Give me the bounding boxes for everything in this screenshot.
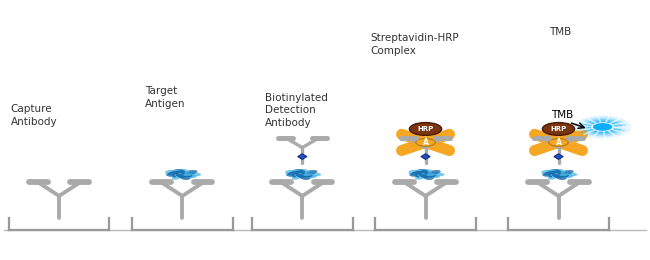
Ellipse shape bbox=[560, 173, 573, 178]
Ellipse shape bbox=[304, 173, 317, 178]
Ellipse shape bbox=[422, 173, 434, 180]
Text: A: A bbox=[556, 138, 562, 147]
Ellipse shape bbox=[408, 170, 426, 176]
Ellipse shape bbox=[415, 169, 428, 175]
Circle shape bbox=[588, 121, 618, 133]
Ellipse shape bbox=[296, 169, 309, 174]
Circle shape bbox=[542, 122, 575, 135]
Text: Capture
Antibody: Capture Antibody bbox=[10, 104, 57, 127]
Ellipse shape bbox=[548, 169, 562, 175]
Circle shape bbox=[583, 119, 622, 135]
Ellipse shape bbox=[558, 172, 577, 177]
Ellipse shape bbox=[165, 170, 183, 176]
Circle shape bbox=[574, 115, 631, 138]
Ellipse shape bbox=[286, 173, 300, 177]
Ellipse shape bbox=[182, 172, 202, 177]
Circle shape bbox=[591, 122, 614, 132]
Ellipse shape bbox=[425, 172, 445, 177]
Text: TMB: TMB bbox=[551, 110, 573, 120]
Ellipse shape bbox=[183, 173, 197, 178]
Ellipse shape bbox=[302, 172, 321, 177]
Circle shape bbox=[416, 139, 436, 146]
Circle shape bbox=[549, 139, 568, 146]
Ellipse shape bbox=[552, 169, 565, 174]
Text: TMB: TMB bbox=[549, 27, 571, 37]
Text: Biotinylated
Detection
Antibody: Biotinylated Detection Antibody bbox=[265, 93, 328, 128]
Ellipse shape bbox=[172, 169, 185, 175]
Ellipse shape bbox=[172, 173, 184, 180]
Text: A: A bbox=[422, 138, 428, 147]
Ellipse shape bbox=[285, 170, 303, 176]
Ellipse shape bbox=[177, 169, 188, 174]
Ellipse shape bbox=[299, 173, 311, 180]
Circle shape bbox=[578, 117, 627, 136]
Ellipse shape bbox=[555, 173, 567, 180]
Polygon shape bbox=[554, 154, 563, 159]
Text: HRP: HRP bbox=[551, 126, 567, 132]
Ellipse shape bbox=[426, 173, 440, 178]
Text: Target
Antigen: Target Antigen bbox=[145, 86, 185, 109]
Polygon shape bbox=[421, 154, 430, 159]
Ellipse shape bbox=[548, 173, 560, 180]
Ellipse shape bbox=[182, 170, 198, 175]
Ellipse shape bbox=[292, 169, 306, 175]
Circle shape bbox=[593, 123, 612, 131]
Text: HRP: HRP bbox=[417, 126, 434, 132]
Ellipse shape bbox=[166, 173, 180, 177]
Ellipse shape bbox=[542, 173, 556, 177]
Ellipse shape bbox=[410, 173, 423, 177]
Polygon shape bbox=[298, 154, 307, 159]
Ellipse shape bbox=[302, 170, 317, 175]
Ellipse shape bbox=[292, 173, 304, 180]
Ellipse shape bbox=[425, 170, 441, 175]
Circle shape bbox=[410, 122, 441, 135]
Ellipse shape bbox=[415, 173, 427, 180]
Ellipse shape bbox=[541, 170, 559, 176]
Ellipse shape bbox=[420, 169, 432, 174]
Text: Streptavidin-HRP
Complex: Streptavidin-HRP Complex bbox=[370, 33, 459, 56]
Ellipse shape bbox=[558, 170, 574, 175]
Ellipse shape bbox=[179, 173, 191, 180]
